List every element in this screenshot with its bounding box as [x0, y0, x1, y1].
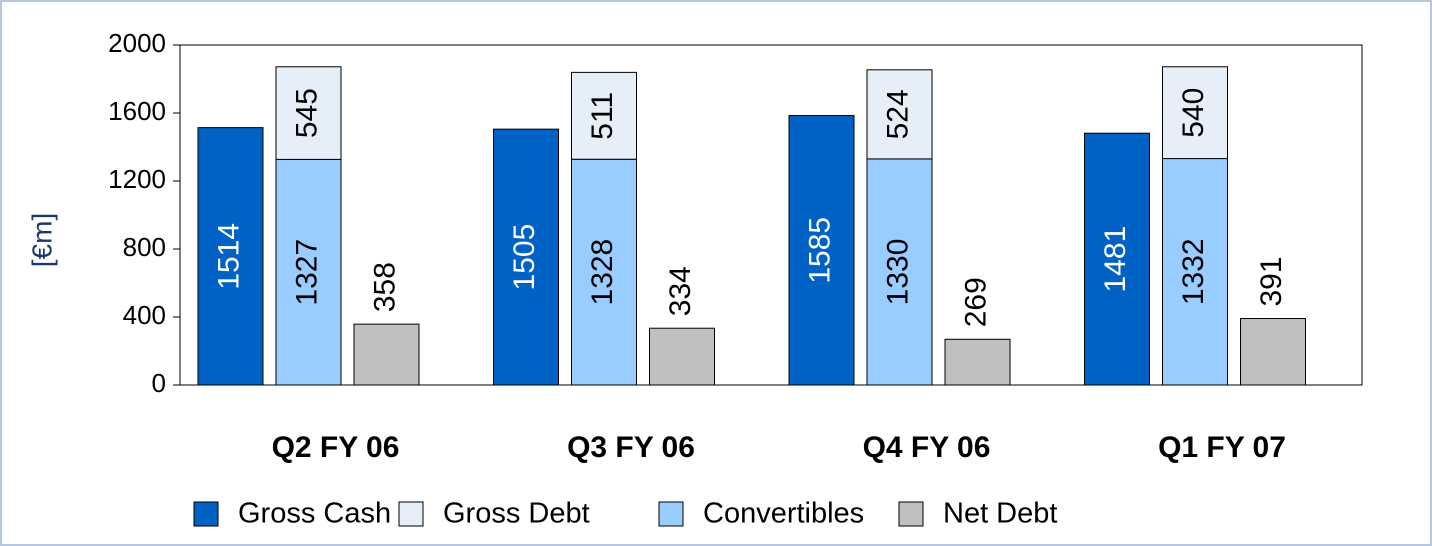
y-tick-label: 800 [123, 232, 166, 262]
y-tick-label: 1600 [108, 96, 166, 126]
legend-swatch [193, 501, 219, 527]
bar [1240, 318, 1306, 386]
value-label: 1585 [803, 217, 836, 284]
value-label: 1505 [508, 224, 541, 291]
x-tick-label: Q4 FY 06 [863, 431, 991, 464]
value-label: 1514 [212, 223, 245, 290]
y-axis-label: [€m] [26, 213, 57, 267]
plot-area [179, 44, 1363, 386]
bar [649, 327, 715, 386]
bar [353, 323, 420, 386]
bar [197, 127, 264, 386]
x-tick-label: Q3 FY 06 [567, 431, 695, 464]
legend-swatch [898, 501, 924, 527]
bar [866, 158, 933, 386]
bar [1084, 132, 1150, 386]
legend-swatch [398, 501, 424, 527]
value-label: 269 [959, 277, 992, 327]
value-label: 1481 [1099, 226, 1132, 293]
value-label: 1327 [290, 239, 323, 306]
value-label: 1332 [1177, 238, 1210, 305]
bar [1162, 66, 1228, 160]
value-label: 545 [290, 88, 323, 138]
bar [788, 115, 855, 386]
y-tick-label: 0 [152, 368, 166, 398]
value-label: 1330 [881, 239, 914, 306]
legend-label: Gross Cash [238, 498, 391, 530]
bar [493, 128, 559, 386]
legend-swatch [658, 501, 684, 527]
bar [866, 69, 933, 160]
bar [275, 66, 342, 160]
bar [1162, 158, 1228, 386]
legend-label: Gross Debt [443, 498, 590, 530]
bar [571, 158, 637, 386]
value-label: 511 [586, 92, 619, 140]
x-tick-label: Q1 FY 07 [1158, 431, 1286, 464]
value-label: 1328 [586, 239, 619, 306]
bar [944, 338, 1011, 386]
legend-label: Net Debt [943, 498, 1057, 530]
value-label: 540 [1177, 88, 1210, 138]
x-tick-label: Q2 FY 06 [272, 431, 400, 464]
y-tick-label: 2000 [108, 28, 166, 58]
value-label: 334 [664, 266, 697, 316]
bar [275, 158, 342, 386]
value-label: 524 [881, 89, 914, 139]
value-label: 391 [1255, 256, 1288, 306]
y-tick-label: 400 [123, 300, 166, 330]
bar [571, 71, 637, 160]
value-label: 358 [368, 262, 401, 312]
legend-label: Convertibles [703, 498, 864, 530]
y-tick-label: 1200 [108, 164, 166, 194]
